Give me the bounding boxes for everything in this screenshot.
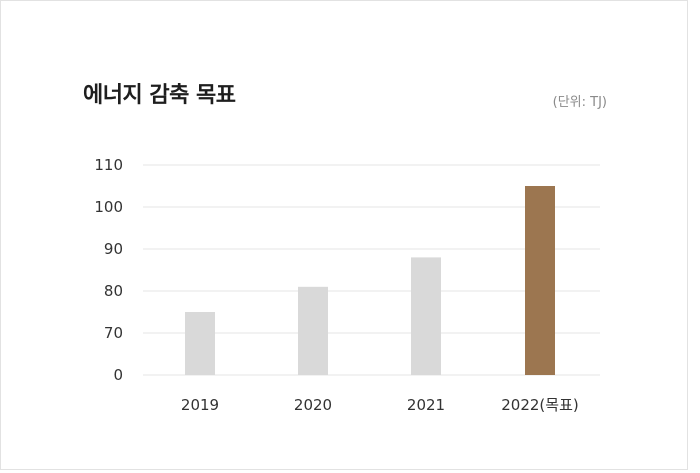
- y-tick-label: 80: [104, 282, 123, 300]
- bar-2022(목표): [525, 186, 555, 375]
- bar-2021: [411, 257, 441, 375]
- y-tick-label: 0: [113, 366, 123, 384]
- y-tick-label: 110: [94, 156, 123, 174]
- x-axis-ticks: 2019 2020 2021 2022(목표): [181, 396, 579, 414]
- x-tick-label: 2020: [294, 396, 332, 414]
- bar-2020: [298, 286, 328, 375]
- chart-card: 에너지 감축 목표 (단위: TJ): [0, 0, 688, 470]
- y-axis-ticks: 0 70 80 90 100 110: [94, 156, 123, 384]
- bar-2019: [185, 312, 215, 375]
- unit-label: (단위: TJ): [552, 95, 607, 110]
- y-tick-label: 90: [104, 240, 123, 258]
- bars: [185, 186, 555, 375]
- grid-lines: [143, 164, 600, 376]
- chart-title: 에너지 감축 목표: [83, 83, 236, 108]
- x-tick-label: 2021: [407, 396, 445, 414]
- x-tick-label: 2022(목표): [501, 396, 578, 414]
- y-tick-label: 70: [104, 324, 123, 342]
- y-tick-label: 100: [94, 198, 123, 216]
- x-tick-label: 2019: [181, 396, 219, 414]
